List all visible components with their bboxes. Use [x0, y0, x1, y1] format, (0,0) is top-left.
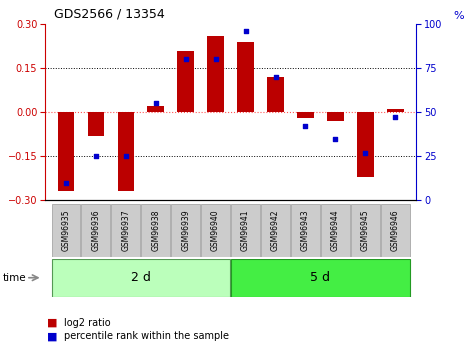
Text: GDS2566 / 13354: GDS2566 / 13354: [54, 8, 165, 21]
Text: %: %: [453, 11, 464, 21]
Point: [122, 153, 130, 159]
Point: [182, 57, 190, 62]
Text: GSM96937: GSM96937: [121, 209, 130, 251]
Point: [332, 136, 339, 141]
Point: [152, 101, 159, 106]
FancyBboxPatch shape: [52, 204, 80, 257]
Bar: [237, 42, 254, 112]
Bar: [148, 106, 164, 112]
FancyBboxPatch shape: [261, 204, 290, 257]
Text: GSM96939: GSM96939: [181, 209, 190, 251]
FancyBboxPatch shape: [231, 259, 410, 297]
Bar: [88, 112, 104, 136]
Point: [272, 74, 279, 80]
Bar: [177, 51, 194, 112]
Text: ■: ■: [47, 332, 58, 341]
FancyBboxPatch shape: [231, 204, 260, 257]
FancyBboxPatch shape: [201, 204, 230, 257]
Bar: [207, 36, 224, 112]
Text: GSM96943: GSM96943: [301, 209, 310, 251]
Text: 5 d: 5 d: [310, 271, 331, 284]
FancyBboxPatch shape: [351, 204, 380, 257]
Text: log2 ratio: log2 ratio: [64, 318, 111, 327]
Text: GSM96938: GSM96938: [151, 209, 160, 251]
Bar: [58, 112, 74, 191]
Text: GSM96946: GSM96946: [391, 209, 400, 251]
Text: percentile rank within the sample: percentile rank within the sample: [64, 332, 229, 341]
FancyBboxPatch shape: [141, 204, 170, 257]
Text: GSM96942: GSM96942: [271, 209, 280, 251]
FancyBboxPatch shape: [112, 204, 140, 257]
Bar: [357, 112, 374, 177]
Text: 2 d: 2 d: [131, 271, 151, 284]
FancyBboxPatch shape: [52, 259, 230, 297]
FancyBboxPatch shape: [381, 204, 410, 257]
Point: [92, 153, 100, 159]
Bar: [387, 109, 403, 112]
Point: [361, 150, 369, 155]
Text: GSM96936: GSM96936: [91, 209, 100, 251]
FancyBboxPatch shape: [81, 204, 110, 257]
Text: time: time: [2, 273, 26, 283]
Bar: [327, 112, 343, 121]
Bar: [267, 77, 284, 112]
Point: [302, 124, 309, 129]
Point: [62, 180, 70, 185]
Point: [212, 57, 219, 62]
Bar: [297, 112, 314, 118]
Text: ■: ■: [47, 318, 58, 327]
Point: [242, 28, 249, 34]
Point: [392, 115, 399, 120]
FancyBboxPatch shape: [291, 204, 320, 257]
Text: GSM96935: GSM96935: [61, 209, 70, 251]
FancyBboxPatch shape: [171, 204, 200, 257]
Bar: [118, 112, 134, 191]
FancyBboxPatch shape: [321, 204, 350, 257]
Text: GSM96945: GSM96945: [361, 209, 370, 251]
Text: GSM96941: GSM96941: [241, 209, 250, 251]
Text: GSM96940: GSM96940: [211, 209, 220, 251]
Text: GSM96944: GSM96944: [331, 209, 340, 251]
